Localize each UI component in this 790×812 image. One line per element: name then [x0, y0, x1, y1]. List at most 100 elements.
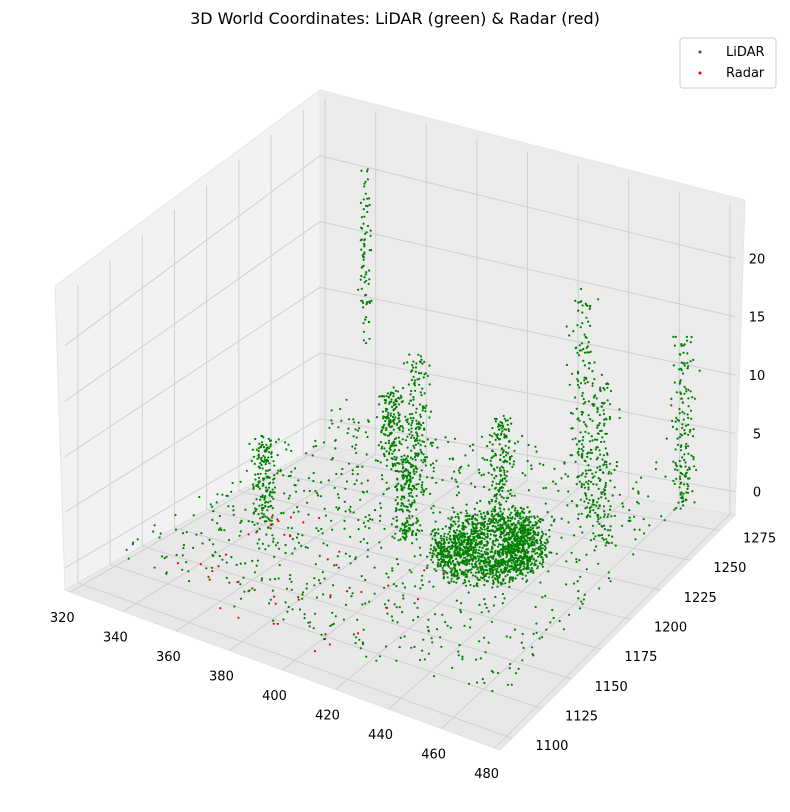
lidar-point	[421, 434, 424, 437]
lidar-point	[655, 461, 658, 464]
radar-point	[328, 643, 331, 646]
lidar-point	[682, 504, 685, 507]
lidar-point	[431, 444, 434, 447]
lidar-point	[687, 477, 690, 480]
lidar-point	[360, 299, 363, 302]
lidar-point	[488, 502, 491, 505]
lidar-point	[395, 456, 398, 459]
lidar-point	[394, 416, 397, 419]
lidar-point	[218, 554, 221, 558]
lidar-point	[414, 585, 417, 588]
lidar-point	[498, 488, 501, 491]
lidar-point	[198, 495, 201, 499]
lidar-point	[258, 504, 261, 507]
lidar-point	[387, 442, 391, 445]
y-tick-label: 1275	[743, 531, 776, 546]
lidar-point	[519, 559, 523, 562]
radar-point	[335, 563, 338, 567]
lidar-point	[407, 474, 410, 477]
lidar-point	[514, 564, 517, 567]
lidar-point	[446, 624, 449, 627]
radar-point	[255, 531, 258, 534]
grid-y-floor	[142, 545, 572, 680]
lidar-point	[580, 287, 583, 291]
lidar-point	[510, 455, 513, 458]
lidar-point	[509, 488, 512, 492]
lidar-point	[439, 562, 442, 566]
lidar-point	[523, 567, 526, 570]
lidar-point	[681, 423, 684, 426]
lidar-point	[538, 562, 542, 565]
lidar-point	[414, 370, 417, 373]
lidar-point	[469, 555, 472, 559]
lidar-point	[637, 492, 640, 495]
lidar-point	[591, 382, 594, 385]
lidar-point	[512, 568, 516, 572]
lidar-point	[454, 542, 457, 545]
lidar-point	[690, 335, 693, 339]
lidar-point	[252, 487, 255, 490]
lidar-point	[461, 552, 464, 555]
lidar-point	[403, 486, 406, 489]
lidar-point	[679, 391, 682, 394]
lidar-point	[580, 482, 583, 485]
lidar-point	[672, 479, 675, 482]
lidar-point	[591, 472, 594, 475]
lidar-point	[618, 416, 621, 420]
lidar-point	[274, 440, 278, 444]
lidar-point	[509, 662, 512, 666]
lidar-point	[686, 491, 690, 494]
lidar-point	[268, 486, 271, 489]
lidar-point	[470, 532, 473, 535]
lidar-point	[255, 448, 258, 451]
lidar-point	[362, 330, 365, 333]
lidar-point	[501, 550, 504, 553]
grid-z-left-wall	[64, 286, 321, 458]
lidar-point	[483, 636, 486, 639]
lidar-point	[467, 559, 470, 562]
lidar-point	[439, 534, 443, 538]
lidar-point	[495, 433, 498, 437]
lidar-point	[265, 500, 268, 503]
lidar-point	[598, 522, 601, 526]
lidar-point	[400, 504, 403, 507]
lidar-point	[284, 441, 287, 444]
lidar-point	[437, 561, 440, 564]
lidar-point	[607, 513, 610, 516]
lidar-point	[679, 379, 682, 382]
lidar-point	[478, 535, 481, 538]
lidar-point	[680, 361, 683, 364]
lidar-point	[536, 527, 539, 530]
lidar-point	[407, 509, 410, 512]
lidar-point	[339, 407, 342, 411]
lidar-point	[422, 376, 425, 379]
lidar-point	[599, 429, 602, 433]
lidar-point	[497, 423, 500, 426]
lidar-point	[366, 435, 369, 439]
lidar-point	[402, 362, 406, 365]
radar-point	[270, 516, 273, 519]
lidar-point	[383, 395, 386, 398]
lidar-point	[262, 436, 265, 439]
lidar-point	[518, 513, 521, 516]
lidar-point	[402, 529, 405, 532]
lidar-point	[587, 502, 590, 505]
lidar-point	[466, 539, 470, 542]
lidar-point	[337, 566, 340, 569]
lidar-point	[530, 536, 533, 539]
lidar-point	[528, 531, 531, 535]
lidar-point	[405, 525, 408, 528]
lidar-point	[565, 325, 568, 328]
lidar-point	[540, 530, 544, 533]
lidar-point	[448, 530, 451, 533]
lidar-point	[581, 322, 584, 325]
lidar-point	[598, 422, 601, 425]
radar-point	[277, 520, 280, 523]
lidar-point	[351, 472, 354, 476]
lidar-point	[404, 538, 407, 541]
y-tick-label: 1225	[684, 591, 717, 606]
lidar-point	[501, 515, 504, 518]
lidar-point	[438, 511, 442, 514]
lidar-point	[431, 556, 434, 559]
lidar-point	[526, 459, 529, 463]
